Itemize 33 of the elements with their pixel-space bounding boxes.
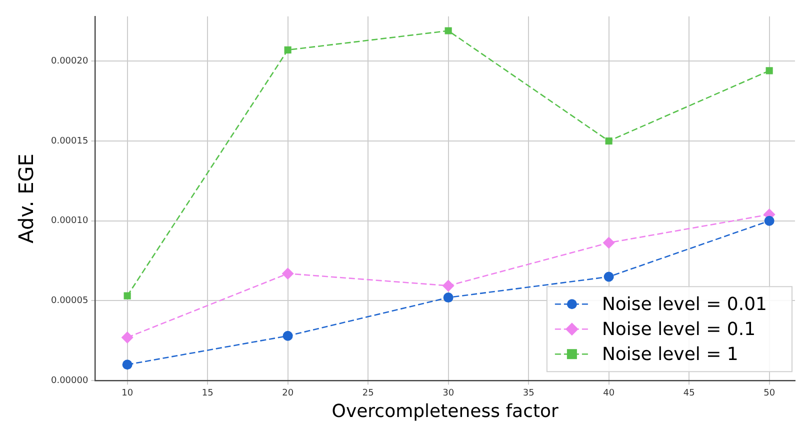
x-tick-label: 50	[764, 388, 776, 398]
legend-label: Noise level = 0.01	[602, 294, 768, 315]
x-tick-label: 25	[362, 388, 374, 398]
legend-label: Noise level = 1	[602, 344, 738, 365]
point	[282, 330, 293, 341]
point	[122, 360, 132, 370]
point	[444, 27, 452, 34]
point	[764, 216, 774, 226]
point	[124, 292, 131, 300]
x-tick-label: 45	[683, 388, 695, 398]
point	[605, 137, 612, 145]
y-tick-label: 0.00015	[51, 136, 88, 146]
y-tick-label: 0.00005	[51, 296, 88, 306]
x-tick-label: 10	[122, 388, 134, 398]
y-tick-label: 0.00000	[51, 376, 88, 386]
point	[602, 236, 615, 249]
point	[766, 67, 773, 74]
x-tick-label: 35	[522, 388, 534, 398]
point	[121, 331, 134, 344]
point	[604, 272, 614, 282]
y-tick-label: 0.00020	[51, 56, 88, 66]
point	[442, 280, 454, 292]
point	[443, 292, 454, 303]
x-tick-label: 30	[442, 388, 454, 398]
point	[282, 268, 294, 280]
y-tick-label: 0.00010	[51, 216, 88, 226]
x-axis-title: Overcompleteness factor	[332, 400, 560, 422]
x-tick-label: 20	[282, 388, 294, 398]
legend-label: Noise level = 0.1	[602, 318, 756, 340]
x-tick-label: 40	[603, 388, 615, 398]
point	[284, 46, 292, 54]
y-axis-title: Adv. EGE	[14, 154, 38, 244]
x-tick-label: 15	[202, 388, 214, 398]
